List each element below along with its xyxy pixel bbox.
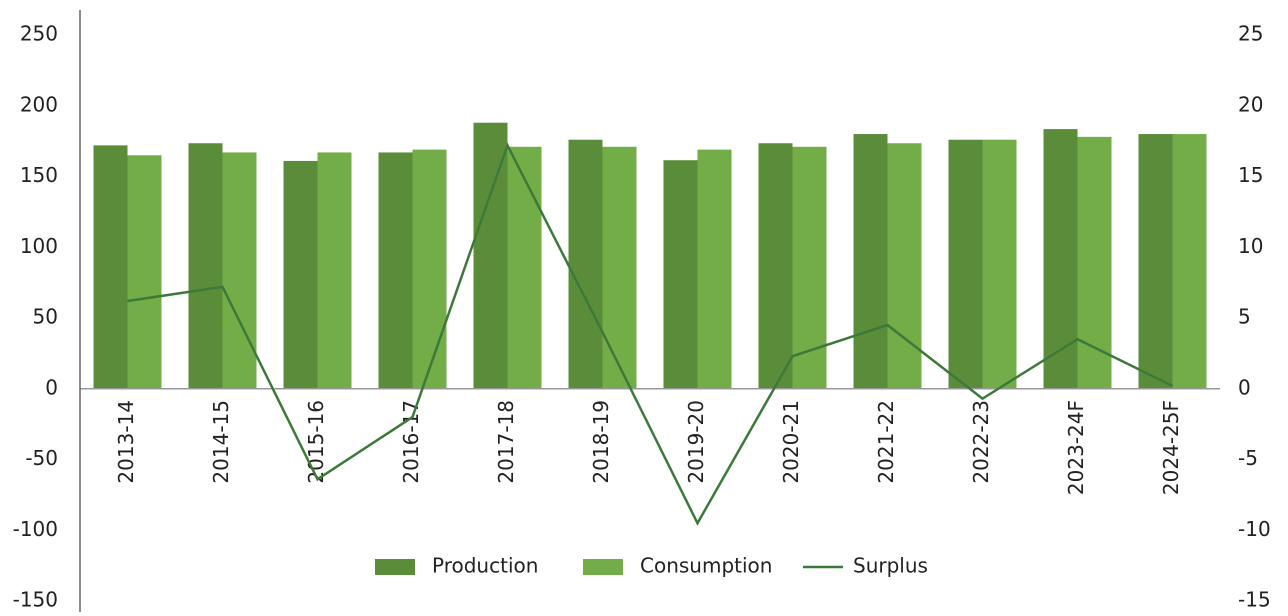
- bar: [283, 160, 318, 389]
- x-tick-label: 2017-18: [494, 400, 518, 484]
- bar: [127, 155, 162, 389]
- bar: [93, 145, 128, 389]
- y-tick-label: 250: [20, 22, 58, 46]
- x-tick-label: 2016-17: [399, 400, 423, 484]
- legend-label: Surplus: [853, 554, 928, 578]
- y2-tick-label: -10: [1238, 517, 1271, 541]
- x-tick-label: 2023-24F: [1064, 400, 1088, 495]
- y2-tick-label: -15: [1238, 588, 1271, 612]
- legend-swatch: [583, 559, 623, 575]
- legend-label: Consumption: [640, 554, 772, 578]
- x-tick-label: 2013-14: [114, 400, 138, 484]
- bar: [663, 160, 698, 389]
- bar: [948, 139, 983, 389]
- bar: [697, 149, 732, 389]
- bar: [222, 152, 257, 389]
- x-tick-label: 2015-16: [304, 400, 328, 484]
- legend-swatch: [375, 559, 415, 575]
- y2-tick-label: 5: [1238, 305, 1251, 329]
- y-tick-label: -100: [13, 517, 58, 541]
- y-tick-label: -50: [25, 446, 58, 470]
- bar: [188, 143, 223, 389]
- bar: [1138, 134, 1173, 389]
- x-tick-label: 2024-25F: [1159, 400, 1183, 495]
- bar: [1043, 129, 1078, 389]
- x-tick-label: 2020-21: [779, 400, 803, 484]
- x-tick-label: 2022-23: [969, 400, 993, 484]
- bar: [1172, 134, 1207, 389]
- y2-tick-label: 10: [1238, 234, 1263, 258]
- legend-label: Production: [432, 554, 538, 578]
- y2-tick-label: 15: [1238, 163, 1263, 187]
- bar: [853, 134, 888, 389]
- y-tick-label: 50: [33, 305, 58, 329]
- bar: [507, 146, 542, 389]
- y2-tick-label: 20: [1238, 92, 1263, 116]
- bar: [317, 152, 352, 389]
- y-tick-label: 100: [20, 234, 58, 258]
- bar: [982, 139, 1017, 389]
- bar: [412, 149, 447, 389]
- y-tick-label: 0: [45, 375, 58, 399]
- x-tick-label: 2019-20: [684, 400, 708, 484]
- y2-tick-label: 0: [1238, 375, 1251, 399]
- bar: [792, 146, 827, 389]
- y2-tick-label: -5: [1238, 446, 1258, 470]
- y-tick-label: -150: [13, 588, 58, 612]
- x-tick-label: 2021-22: [874, 400, 898, 484]
- bar: [568, 139, 603, 389]
- bar: [887, 143, 922, 389]
- y-tick-label: 200: [20, 92, 58, 116]
- line-series: [127, 142, 1174, 526]
- bar: [378, 152, 413, 389]
- x-tick-label: 2018-19: [589, 400, 613, 484]
- y2-tick-label: 25: [1238, 22, 1263, 46]
- bar: [473, 122, 508, 389]
- bar: [1077, 136, 1112, 389]
- bar: [758, 143, 793, 389]
- x-tick-label: 2014-15: [209, 400, 233, 484]
- y-tick-label: 150: [20, 163, 58, 187]
- bar: [602, 146, 637, 389]
